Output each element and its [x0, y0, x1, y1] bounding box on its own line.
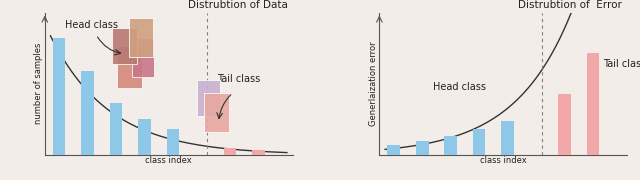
- Bar: [129, 18, 153, 57]
- Bar: [132, 39, 154, 77]
- Bar: [109, 103, 122, 155]
- Y-axis label: Generlaization error: Generlaization error: [369, 41, 378, 126]
- X-axis label: class index: class index: [145, 156, 192, 165]
- Bar: [473, 129, 486, 155]
- Bar: [223, 148, 236, 155]
- Bar: [52, 39, 65, 155]
- Bar: [112, 28, 138, 64]
- Bar: [501, 121, 514, 155]
- Bar: [252, 150, 265, 155]
- Bar: [117, 46, 141, 88]
- Bar: [558, 94, 571, 155]
- Bar: [387, 145, 400, 155]
- Bar: [81, 71, 94, 155]
- Bar: [197, 80, 220, 116]
- Text: Tail class: Tail class: [603, 59, 640, 69]
- Text: Tail class: Tail class: [217, 74, 260, 84]
- Bar: [444, 136, 457, 155]
- Bar: [204, 93, 228, 132]
- Text: Distrubtion of Data: Distrubtion of Data: [188, 0, 287, 10]
- Text: Head class: Head class: [65, 20, 118, 30]
- Bar: [166, 129, 179, 155]
- Text: Distrubtion of  Error: Distrubtion of Error: [518, 0, 622, 10]
- X-axis label: class index: class index: [480, 156, 527, 165]
- Text: Head class: Head class: [433, 82, 486, 92]
- Bar: [416, 141, 429, 155]
- Bar: [587, 53, 600, 155]
- Bar: [138, 119, 151, 155]
- Y-axis label: number of samples: number of samples: [35, 43, 44, 124]
